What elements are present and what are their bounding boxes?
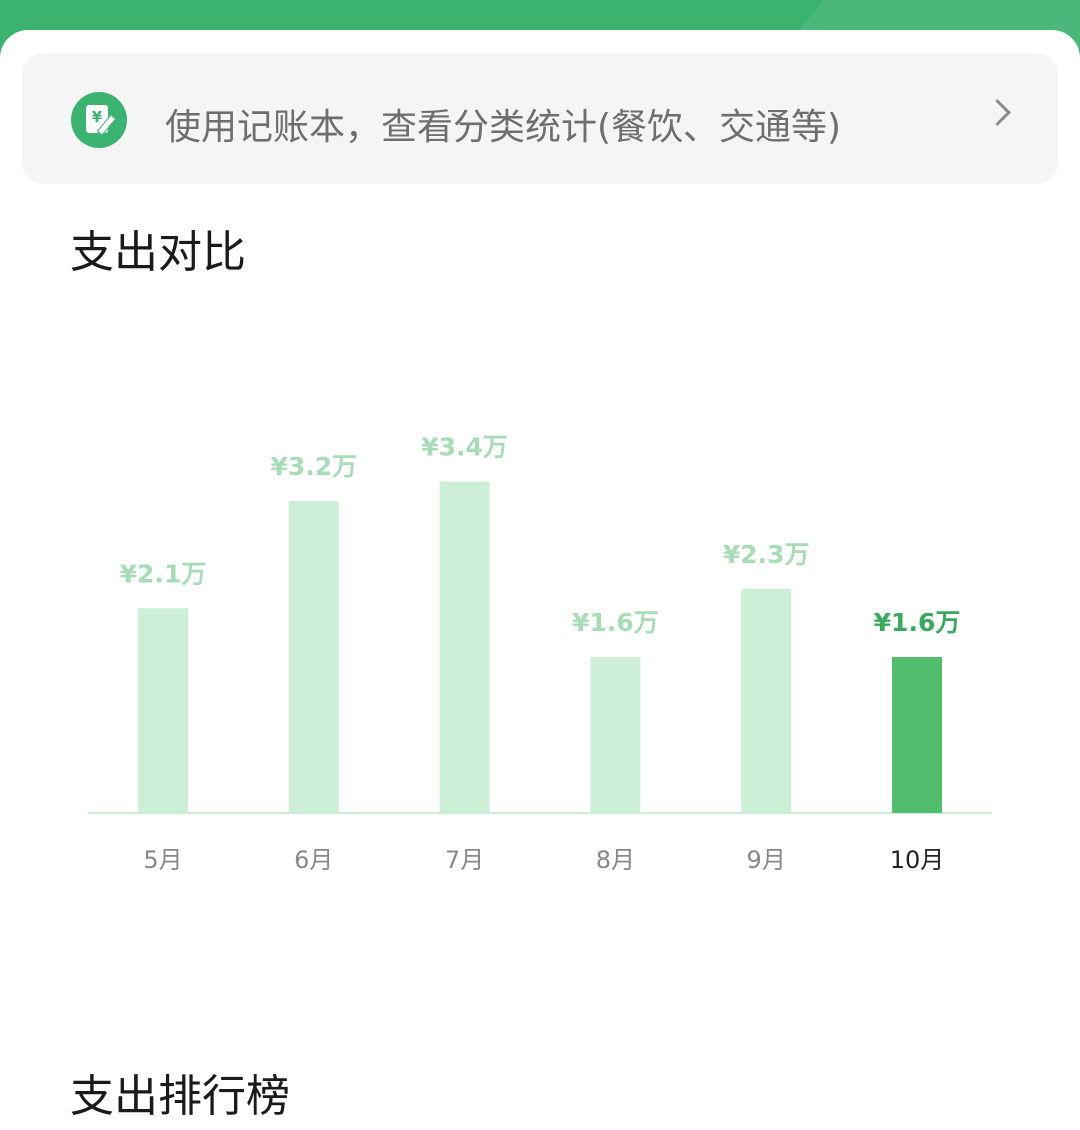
x-tick-label: 8月 xyxy=(596,846,635,874)
bar-6月[interactable] xyxy=(288,501,339,813)
content-sheet xyxy=(0,30,1080,1130)
x-tick-label: 10月 xyxy=(890,846,945,874)
x-tick-label: 6月 xyxy=(294,846,333,874)
banner-text[interactable]: 使用记账本，查看分类统计(餐饮、交通等) xyxy=(165,107,842,148)
bar-value-label: ¥2.3万 xyxy=(723,540,810,569)
ledger-banner[interactable] xyxy=(22,53,1058,184)
x-tick-label: 5月 xyxy=(143,846,182,874)
bar-10月[interactable] xyxy=(892,657,942,813)
expense-bar-chart: ¥2.1万 5月 ¥3.2万 6月 ¥3.4万 7月 ¥1.6万 8月 ¥2.3万 9月 ¥1.6万… xyxy=(88,433,992,874)
ledger-yen-icon: ¥ xyxy=(71,92,127,148)
bar-8月[interactable] xyxy=(590,657,641,813)
next-section-title: 支出排行榜 xyxy=(70,1071,290,1122)
bar-value-label: ¥2.1万 xyxy=(120,559,207,588)
bar-7月[interactable] xyxy=(439,481,490,814)
section-title: 支出对比 xyxy=(70,227,246,278)
bar-value-label: ¥3.4万 xyxy=(421,433,508,462)
bar-value-label: ¥1.6万 xyxy=(874,608,961,637)
bar-5月[interactable] xyxy=(138,608,188,813)
bar-value-label: ¥1.6万 xyxy=(572,608,659,637)
bar-9月[interactable] xyxy=(741,588,792,813)
x-tick-label: 7月 xyxy=(445,846,484,874)
x-tick-label: 9月 xyxy=(747,846,786,874)
bar-value-label: ¥3.2万 xyxy=(270,452,357,481)
